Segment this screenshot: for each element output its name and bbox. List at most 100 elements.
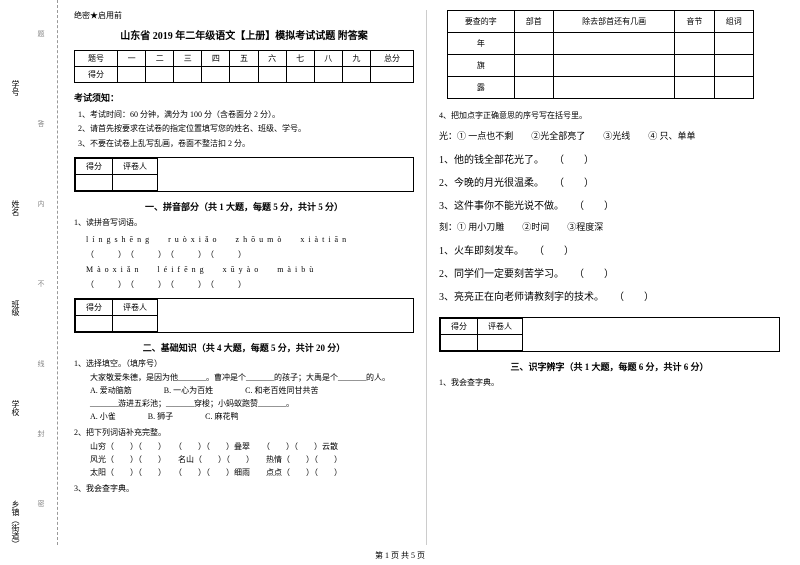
table-row: 题号 一 二 三 四 五 六 七 八 九 总分 bbox=[75, 51, 414, 67]
score-summary-table: 题号 一 二 三 四 五 六 七 八 九 总分 得分 bbox=[74, 50, 414, 83]
cell: 得分 bbox=[76, 299, 113, 315]
cell bbox=[370, 67, 413, 83]
cell: 旗 bbox=[448, 55, 515, 77]
cell bbox=[714, 77, 753, 99]
binding-margin: 乡镇（街道） 学校 班级 姓名 学号 题 答 内 不 线 封 密 bbox=[8, 0, 58, 545]
left-column: 绝密★启用前 山东省 2019 年二年级语文【上册】模拟考试试题 附答案 题号 … bbox=[62, 10, 427, 545]
page-footer: 第 1 页 共 5 页 bbox=[0, 550, 800, 561]
binding-seal: 封 bbox=[36, 430, 46, 441]
dictionary-lookup-table: 要查的字 部首 除去部首还有几画 音节 组词 年 旗 露 bbox=[447, 10, 754, 99]
question-options: A. 爱动脑筋 B. 一心为百姓 C. 和老百姓同甘共苦 bbox=[90, 385, 414, 398]
cell: 一 bbox=[118, 51, 146, 67]
binding-label: 姓名 bbox=[10, 200, 21, 216]
cell: 要查的字 bbox=[448, 11, 515, 33]
cell: 得分 bbox=[75, 67, 118, 83]
notice-item: 2、请首先按要求在试卷的指定位置填写您的姓名、班级、学号。 bbox=[78, 122, 414, 136]
cell bbox=[714, 55, 753, 77]
question-text: 1、选择填空。（填序号） bbox=[74, 357, 414, 371]
cell: 得分 bbox=[76, 159, 113, 175]
secret-label: 绝密★启用前 bbox=[74, 10, 414, 21]
binding-label: 学号 bbox=[10, 80, 21, 96]
cell: 得分 bbox=[441, 319, 478, 335]
binding-seal: 内 bbox=[36, 200, 46, 211]
binding-label: 班级 bbox=[10, 300, 21, 316]
cell: 年 bbox=[448, 33, 515, 55]
cell bbox=[478, 335, 523, 351]
cell bbox=[553, 55, 674, 77]
cell: 露 bbox=[448, 77, 515, 99]
cell: 三 bbox=[174, 51, 202, 67]
sentence-item: 3、这件事你不能光说不做。 （ ） bbox=[439, 197, 780, 212]
cell bbox=[258, 67, 286, 83]
sentence-item: 1、他的钱全部花光了。 （ ） bbox=[439, 151, 780, 166]
section-title: 三、识字辨字（共 1 大题，每题 6 分，共计 6 分） bbox=[439, 360, 780, 373]
question-text: 3、我会查字典。 bbox=[74, 482, 414, 496]
notice-item: 3、不要在试卷上乱写乱画，卷面不整洁扣 2 分。 bbox=[78, 137, 414, 151]
table-row: 年 bbox=[448, 33, 754, 55]
cell bbox=[675, 77, 714, 99]
cell: 四 bbox=[202, 51, 230, 67]
binding-seal: 线 bbox=[36, 360, 46, 371]
binding-seal: 不 bbox=[36, 280, 46, 291]
cell: 音节 bbox=[675, 11, 714, 33]
sentence-item: 2、同学们一定要刻苦学习。 （ ） bbox=[439, 265, 780, 280]
cell: 除去部首还有几画 bbox=[553, 11, 674, 33]
cell bbox=[553, 77, 674, 99]
question-options: A. 小雀 B. 狮子 C. 麻花鸭 bbox=[90, 411, 414, 424]
cell: 九 bbox=[342, 51, 370, 67]
definition-row: 光：① 一点也不剩 ②光全部亮了 ③光线 ④ 只、单单 bbox=[439, 129, 780, 143]
table-row: 要查的字 部首 除去部首还有几画 音节 组词 bbox=[448, 11, 754, 33]
cell: 题号 bbox=[75, 51, 118, 67]
answer-parens: （ ） （ ） （ ） （ ） bbox=[86, 249, 414, 260]
question-text: 1、我会查字典。 bbox=[439, 376, 780, 390]
exam-title: 山东省 2019 年二年级语文【上册】模拟考试试题 附答案 bbox=[74, 27, 414, 42]
binding-seal: 答 bbox=[36, 120, 46, 131]
question-text: 2、把下列词语补充完整。 bbox=[74, 426, 414, 440]
cell bbox=[146, 67, 174, 83]
notice-title: 考试须知： bbox=[74, 91, 414, 104]
table-row: 得分 bbox=[75, 67, 414, 83]
cell bbox=[514, 55, 553, 77]
cell bbox=[76, 315, 113, 331]
cell: 六 bbox=[258, 51, 286, 67]
binding-seal: 密 bbox=[36, 500, 46, 511]
cell bbox=[286, 67, 314, 83]
cell: 七 bbox=[286, 51, 314, 67]
binding-label: 乡镇（街道） bbox=[10, 500, 21, 545]
pinyin-row: l í n g s h ē n g r u ò x i ǎ o z h ō u … bbox=[86, 234, 414, 245]
cell: 评卷人 bbox=[113, 159, 158, 175]
fill-blank-row: 太阳（ ）（ ） （ ）（ ）细雨 点点（ ）（ ） bbox=[90, 467, 414, 480]
cell bbox=[174, 67, 202, 83]
binding-seal: 题 bbox=[36, 30, 46, 41]
cell: 五 bbox=[230, 51, 258, 67]
cell: 评卷人 bbox=[113, 299, 158, 315]
cell: 总分 bbox=[370, 51, 413, 67]
fill-blank-row: 风光（ ）（ ） 名山（ ）（ ） 热情（ ）（ ） bbox=[90, 454, 414, 467]
cell: 组词 bbox=[714, 11, 753, 33]
table-row: 旗 bbox=[448, 55, 754, 77]
cell: 部首 bbox=[514, 11, 553, 33]
cell bbox=[441, 335, 478, 351]
cell bbox=[514, 33, 553, 55]
table-row: 露 bbox=[448, 77, 754, 99]
section-score-box: 得分评卷人 bbox=[74, 298, 414, 333]
sentence-item: 3、亮亮正在向老师请教刻字的技术。 （ ） bbox=[439, 288, 780, 303]
cell bbox=[514, 77, 553, 99]
sentence-item: 2、今晚的月光很温柔。 （ ） bbox=[439, 174, 780, 189]
cell bbox=[553, 33, 674, 55]
cell bbox=[202, 67, 230, 83]
cell bbox=[342, 67, 370, 83]
cell bbox=[113, 175, 158, 191]
cell: 二 bbox=[146, 51, 174, 67]
definition-row: 刻：① 用小刀雕 ②时间 ③程度深 bbox=[439, 220, 780, 234]
cell: 评卷人 bbox=[478, 319, 523, 335]
notice-item: 1、考试时间：60 分钟，满分为 100 分（含卷面分 2 分）。 bbox=[78, 108, 414, 122]
answer-parens: （ ） （ ） （ ） （ ） bbox=[86, 279, 414, 290]
binding-label: 学校 bbox=[10, 400, 21, 416]
cell bbox=[118, 67, 146, 83]
section-title: 一、拼音部分（共 1 大题，每题 5 分，共计 5 分） bbox=[74, 200, 414, 213]
section-score-box: 得分评卷人 bbox=[439, 317, 780, 352]
sentence-item: 1、火车即刻发车。 （ ） bbox=[439, 242, 780, 257]
right-column: 要查的字 部首 除去部首还有几画 音节 组词 年 旗 露 4、把加点字正确意思的… bbox=[427, 10, 792, 545]
cell bbox=[76, 175, 113, 191]
